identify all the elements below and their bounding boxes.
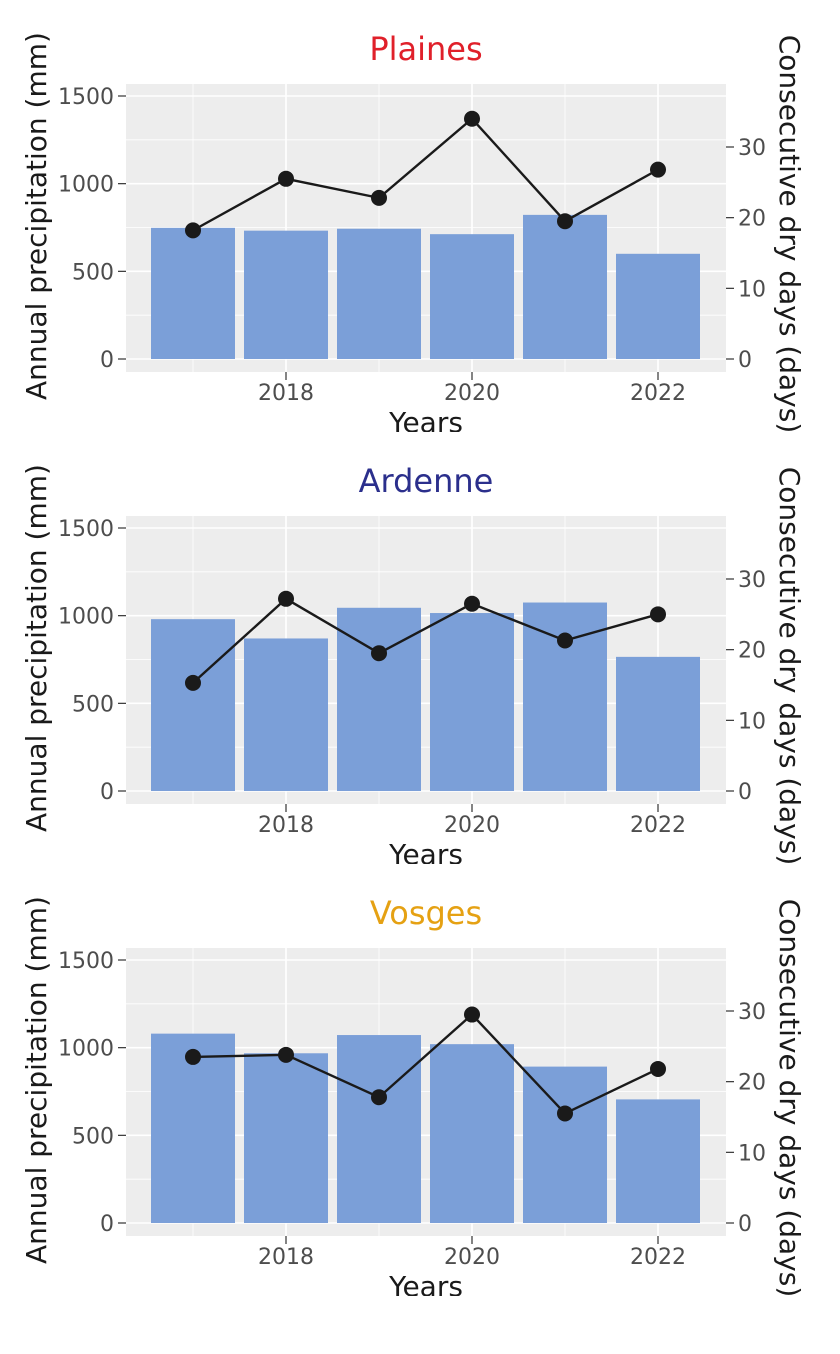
bar-2022 xyxy=(616,1099,700,1223)
bar-2018 xyxy=(244,638,328,791)
bar-2020 xyxy=(430,1044,514,1223)
y2-tick-label: 30 xyxy=(738,568,766,593)
y-tick-label: 500 xyxy=(72,260,114,285)
y-tick-label: 0 xyxy=(100,348,114,373)
y-tick-label: 1500 xyxy=(58,517,114,542)
dry-days-point-2019 xyxy=(371,1089,387,1106)
y-tick-label: 0 xyxy=(100,780,114,805)
y2-tick-label: 10 xyxy=(738,1141,766,1166)
x-tick-label: 2022 xyxy=(630,1245,686,1270)
dry-days-point-2021 xyxy=(557,632,573,649)
y-tick-label: 0 xyxy=(100,1212,114,1237)
dry-days-point-2022 xyxy=(650,161,666,178)
dry-days-line xyxy=(192,597,659,684)
dry-days-line xyxy=(192,1012,659,1115)
y2-tick-label: 20 xyxy=(738,639,766,664)
y-tick-label: 1000 xyxy=(58,605,114,630)
chart-title: Ardenne xyxy=(359,462,494,500)
bar-2022 xyxy=(616,656,700,791)
bar-2018 xyxy=(244,1053,328,1223)
dry-days-point-2017 xyxy=(185,1048,201,1065)
chart-2: 0 500 1000 1500 0 10 20 30 2018 2020 2022 Vosges Yea… xyxy=(20,894,806,1296)
dry-days-line xyxy=(192,117,659,232)
x-axis-title: Years xyxy=(388,838,463,864)
y2-tick-label: 20 xyxy=(738,1071,766,1096)
y2-tick-label: 30 xyxy=(738,136,766,161)
y2-tick-label: 10 xyxy=(738,277,766,302)
bar-2022 xyxy=(616,253,700,359)
dry-days-point-2017 xyxy=(185,674,201,691)
dry-days-point-2021 xyxy=(557,213,573,230)
x-tick-label: 2018 xyxy=(258,813,314,838)
y2-tick-label: 30 xyxy=(738,1000,766,1025)
bar-2017 xyxy=(151,227,235,359)
dry-days-point-2020 xyxy=(464,110,480,127)
chart-title: Plaines xyxy=(369,30,482,68)
chart-0: 0 500 1000 1500 0 10 20 30 2018 2020 2022 Plaines Ye… xyxy=(20,30,806,432)
x-axis-title: Years xyxy=(388,1270,463,1296)
dry-days-point-2022 xyxy=(650,1060,666,1077)
y2-tick-label: 0 xyxy=(738,1212,752,1237)
dry-days-point-2018 xyxy=(278,1046,294,1063)
bar-2019 xyxy=(337,1035,421,1223)
y2-axis-title: Consecutive dry days (days) xyxy=(773,467,806,864)
y-axis-title: Annual precipitation (mm) xyxy=(20,464,53,832)
dry-days-point-2020 xyxy=(464,1006,480,1023)
y2-tick-label: 0 xyxy=(738,348,752,373)
bar-2021 xyxy=(523,602,607,791)
x-tick-label: 2018 xyxy=(258,381,314,406)
y-tick-label: 1500 xyxy=(58,85,114,110)
x-tick-label: 2022 xyxy=(630,813,686,838)
dry-days-point-2019 xyxy=(371,189,387,206)
bar-2019 xyxy=(337,228,421,359)
x-tick-label: 2022 xyxy=(630,381,686,406)
bar-2021 xyxy=(523,214,607,359)
y-tick-label: 1000 xyxy=(58,173,114,198)
dry-days-point-2022 xyxy=(650,606,666,623)
bar-2020 xyxy=(430,613,514,791)
y2-tick-label: 0 xyxy=(738,780,752,805)
bar-2021 xyxy=(523,1066,607,1223)
y-tick-label: 1500 xyxy=(58,949,114,974)
y-tick-label: 500 xyxy=(72,692,114,717)
bar-2017 xyxy=(151,1033,235,1223)
dry-days-point-2018 xyxy=(278,170,294,187)
y2-tick-label: 20 xyxy=(738,207,766,232)
y-axis-title: Annual precipitation (mm) xyxy=(20,896,53,1264)
dry-days-point-2019 xyxy=(371,645,387,662)
dry-days-point-2017 xyxy=(185,222,201,239)
dry-days-point-2018 xyxy=(278,590,294,607)
x-axis-title: Years xyxy=(388,406,463,432)
bar-2017 xyxy=(151,619,235,791)
y2-tick-label: 10 xyxy=(738,709,766,734)
chart-1: 0 500 1000 1500 0 10 20 30 2018 2020 2022 Ardenne Ye… xyxy=(20,462,806,864)
chart-title: Vosges xyxy=(370,894,482,932)
x-tick-label: 2020 xyxy=(444,1245,500,1270)
dry-days-point-2021 xyxy=(557,1105,573,1122)
bar-2018 xyxy=(244,230,328,359)
x-tick-label: 2020 xyxy=(444,813,500,838)
bar-2020 xyxy=(430,234,514,359)
x-tick-label: 2018 xyxy=(258,1245,314,1270)
y-tick-label: 500 xyxy=(72,1124,114,1149)
y-axis-title: Annual precipitation (mm) xyxy=(20,32,53,400)
dry-days-point-2020 xyxy=(464,595,480,612)
y2-axis-title: Consecutive dry days (days) xyxy=(773,35,806,432)
x-tick-label: 2020 xyxy=(444,381,500,406)
y-tick-label: 1000 xyxy=(58,1037,114,1062)
y2-axis-title: Consecutive dry days (days) xyxy=(773,899,806,1296)
